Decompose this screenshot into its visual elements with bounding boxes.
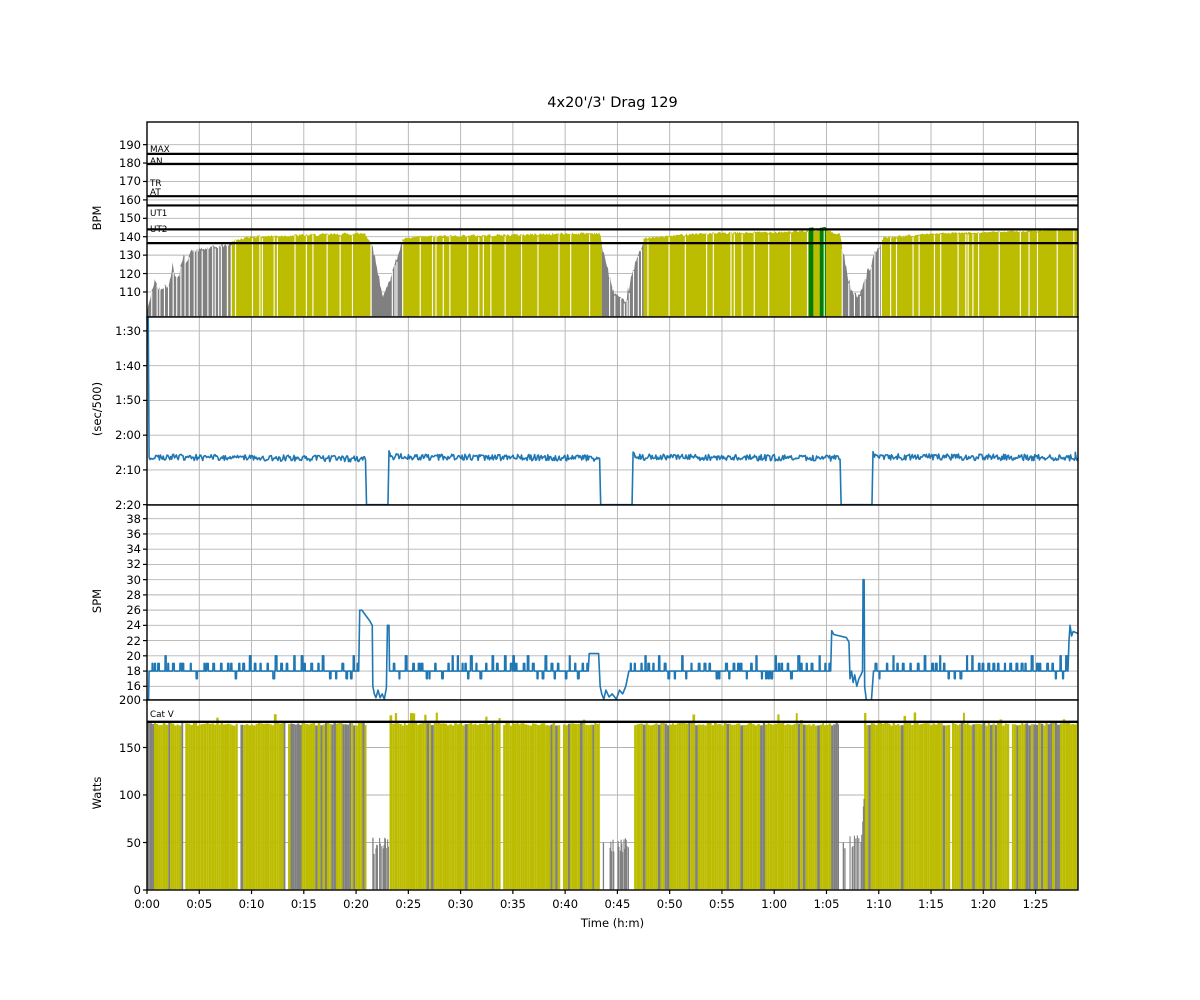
spm-y-tick-label: 30 bbox=[126, 572, 141, 587]
pace-y-tick-label: 1:40 bbox=[115, 358, 141, 373]
x-tick-label: 1:00 bbox=[761, 897, 788, 911]
spm-y-tick-label: 32 bbox=[126, 557, 141, 572]
spm-y-tick-label: 20 bbox=[126, 648, 141, 663]
spm-y-tick-label: 26 bbox=[126, 603, 141, 618]
x-tick-label: 1:10 bbox=[865, 897, 892, 911]
spm-plot bbox=[143, 504, 1079, 704]
hr-zone-label-ut1: UT1 bbox=[150, 208, 168, 219]
bpm-y-tick-label: 160 bbox=[119, 192, 141, 207]
pace-plot bbox=[143, 316, 1079, 509]
x-axis-label: Time (h:m) bbox=[580, 916, 645, 930]
bpm-y-tick-label: 190 bbox=[119, 137, 141, 152]
bpm-y-tick-label: 130 bbox=[119, 248, 141, 263]
spm-y-tick-label: 24 bbox=[126, 618, 141, 633]
pace-y-tick-label: 1:50 bbox=[115, 393, 141, 408]
pace-y-tick-label: 2:00 bbox=[115, 428, 141, 443]
spm-y-tick-label: 36 bbox=[126, 526, 141, 541]
hr-zone-label-max: MAX bbox=[150, 144, 170, 155]
hr-zone-label-ut2: UT2 bbox=[150, 224, 168, 235]
spm-y-tick-label: 34 bbox=[126, 542, 141, 557]
hr-zone-label-tr: TR bbox=[150, 178, 162, 189]
x-tick-label: 0:50 bbox=[656, 897, 683, 911]
spm-y-tick-label: 16 bbox=[126, 679, 141, 694]
hr-zone-label-an: AN bbox=[150, 156, 163, 167]
watts-y-tick-label: 150 bbox=[119, 740, 141, 755]
watts-plot bbox=[143, 699, 1079, 894]
pace-y-tick-label: 2:10 bbox=[115, 462, 141, 477]
bpm-y-tick-label: 140 bbox=[119, 229, 141, 244]
x-tick-label: 0:10 bbox=[238, 897, 265, 911]
chart-title: 4x20'/3' Drag 129 bbox=[547, 95, 678, 111]
x-tick-label: 0:00 bbox=[134, 897, 160, 911]
spm-y-tick-label: 38 bbox=[126, 511, 141, 526]
watts-y-tick-label: 50 bbox=[126, 835, 141, 850]
spm-y-tick-label: 18 bbox=[126, 664, 141, 679]
watts-y-tick-label: 0 bbox=[133, 883, 141, 897]
watts-y-tick-label: 200 bbox=[119, 693, 141, 707]
x-tick-label: 0:20 bbox=[343, 897, 369, 911]
bpm-plot bbox=[143, 121, 1079, 321]
pace-y-tick-label: 2:20 bbox=[115, 497, 141, 512]
x-tick-label: 0:15 bbox=[290, 897, 317, 911]
x-tick-label: 0:35 bbox=[499, 897, 526, 911]
x-tick-label: 0:45 bbox=[604, 897, 631, 911]
x-tick-label: 1:05 bbox=[813, 897, 840, 911]
bpm-y-tick-label: 110 bbox=[119, 284, 141, 299]
bpm-y-tick-label: 180 bbox=[119, 156, 141, 171]
bpm-y-tick-label: 170 bbox=[119, 174, 141, 189]
bpm-y-tick-label: 120 bbox=[119, 266, 141, 281]
pace-y-tick-label: 1:30 bbox=[115, 323, 141, 338]
x-tick-label: 0:55 bbox=[709, 897, 735, 911]
x-tick-label: 0:40 bbox=[552, 897, 579, 911]
x-tick-label: 1:20 bbox=[970, 897, 997, 911]
bpm-y-tick-label: 150 bbox=[119, 211, 141, 226]
spm-y-tick-label: 28 bbox=[126, 587, 141, 602]
watts-category-label: Cat V bbox=[150, 709, 174, 720]
x-tick-label: 0:05 bbox=[186, 897, 213, 911]
hr-zone-label-at: AT bbox=[150, 188, 161, 199]
watts-y-tick-label: 100 bbox=[119, 788, 141, 802]
x-tick-label: 1:25 bbox=[1022, 897, 1049, 911]
x-tick-label: 1:15 bbox=[918, 897, 944, 911]
x-tick-label: 0:25 bbox=[395, 897, 422, 911]
x-tick-label: 0:30 bbox=[447, 897, 474, 911]
spm-y-tick-label: 22 bbox=[126, 633, 141, 648]
